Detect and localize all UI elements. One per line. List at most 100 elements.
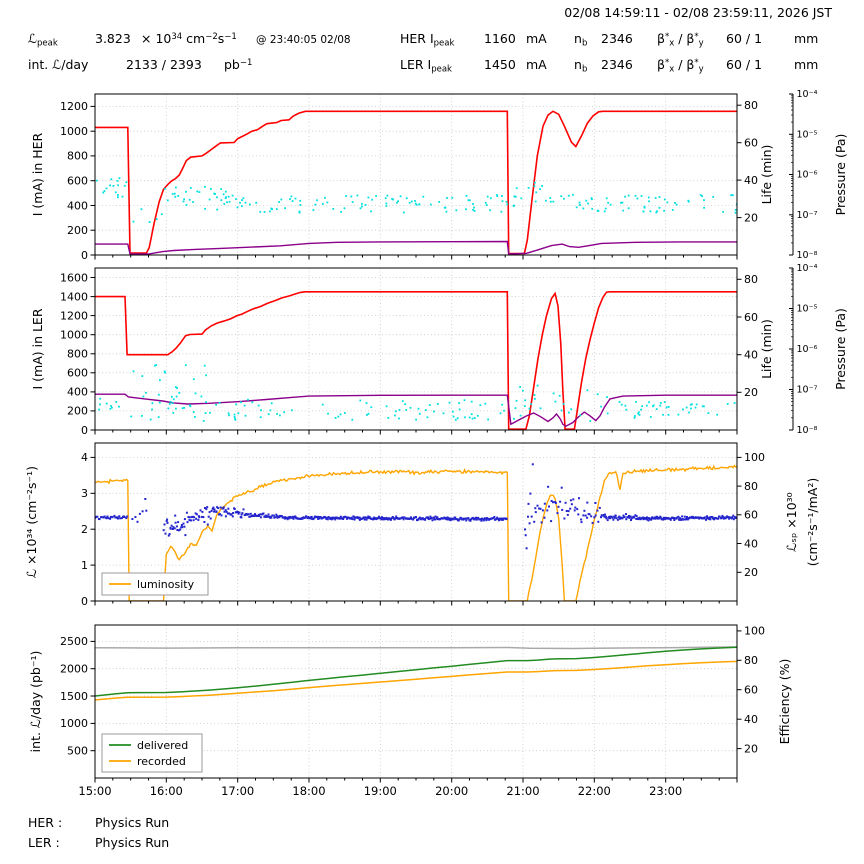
svg-text:1000: 1000	[60, 717, 88, 730]
svg-text:1000: 1000	[60, 125, 88, 138]
her-run-mode-value: Physics Run	[95, 815, 170, 830]
svg-text:15:00: 15:00	[78, 784, 111, 798]
her-peak-current-label: HER Ipeak	[400, 31, 455, 49]
panel-0-pressure-axis: 10⁻⁴ 10⁻⁵ 10⁻⁶ 10⁻⁷ 10⁻⁸	[789, 89, 818, 261]
panel-2-right-axis-title: ℒₛₚ ×10³⁰	[784, 492, 799, 551]
panel-0-grid	[95, 94, 737, 255]
panel-1-pressure-axis: 10⁻⁴ 10⁻⁵ 10⁻⁶ 10⁻⁷ 10⁻⁸	[789, 263, 818, 436]
panel-0-pressure-axis-title: Pressure (Pa)	[833, 134, 848, 216]
panel-0-tick-labels: 0 200 400 600 800 1000 1200 20 40 60 80	[60, 99, 758, 262]
svg-text:20: 20	[744, 386, 758, 399]
svg-text:40: 40	[744, 713, 758, 726]
x-axis-labels: 15:00 16:00 17:00 18:00 19:00 20:00 21:00 22:00…	[78, 784, 682, 798]
luminosity-series	[95, 464, 737, 601]
svg-text:80: 80	[744, 480, 758, 493]
svg-text:10⁻⁷: 10⁻⁷	[797, 385, 818, 396]
peak-luminosity-timestamp: @ 23:40:05 02/08	[256, 34, 351, 46]
svg-text:40: 40	[744, 174, 758, 187]
svg-text:0: 0	[81, 595, 88, 608]
svg-text:10⁻⁶: 10⁻⁶	[797, 344, 818, 355]
panel-0-ticks	[90, 104, 742, 260]
svg-text:600: 600	[67, 367, 88, 380]
svg-text:10⁻⁶: 10⁻⁶	[797, 170, 818, 181]
her-pressure-series	[95, 177, 737, 223]
svg-text:20:00: 20:00	[435, 784, 468, 798]
panel-3-right-axis-title: Efficiency (%)	[777, 659, 792, 745]
panel-3-left-axis-title: int. ℒ/day (pb⁻¹)	[28, 651, 43, 753]
svg-text:1200: 1200	[60, 309, 88, 322]
panel-2-ticks	[90, 456, 742, 606]
svg-text:16:00: 16:00	[150, 784, 183, 798]
svg-text:400: 400	[67, 199, 88, 212]
ler-current-series	[95, 290, 737, 430]
efficiency-series	[95, 646, 737, 650]
panel-1-ticks	[90, 277, 742, 435]
panel-3-legend: delivered recorded	[101, 733, 203, 773]
svg-text:80: 80	[744, 99, 758, 112]
panel-3-tick-labels: 500 1000 1500 2000 2500 20 40 60 80 100	[60, 625, 765, 758]
panel-1-grid	[95, 268, 737, 430]
svg-text:60: 60	[744, 509, 758, 522]
peak-luminosity-unit: × 1034 cm−2s−1	[141, 31, 237, 46]
svg-text:800: 800	[67, 150, 88, 163]
her-beta-unit: mm	[794, 31, 819, 46]
her-peak-current-unit: mA	[526, 31, 547, 46]
svg-text:10⁻⁸: 10⁻⁸	[797, 425, 818, 436]
her-beta-label: β*x / β*y	[657, 31, 704, 49]
svg-text:delivered: delivered	[137, 739, 188, 752]
svg-text:17:00: 17:00	[221, 784, 254, 798]
svg-text:0: 0	[81, 249, 88, 262]
svg-text:1500: 1500	[60, 690, 88, 703]
svg-text:600: 600	[67, 175, 88, 188]
svg-text:20: 20	[744, 566, 758, 579]
ler-run-mode-label: LER :	[28, 835, 60, 850]
svg-text:60: 60	[744, 684, 758, 697]
ler-beta-value: 60 / 1	[726, 57, 763, 72]
svg-text:2000: 2000	[60, 663, 88, 676]
svg-text:18:00: 18:00	[292, 784, 325, 798]
recorded-series	[95, 660, 737, 701]
svg-text:10⁻⁸: 10⁻⁸	[797, 250, 818, 261]
panel-1-left-axis-title: I (mA) in LER	[30, 308, 45, 389]
svg-text:1400: 1400	[60, 290, 88, 303]
svg-text:60: 60	[744, 311, 758, 324]
svg-text:200: 200	[67, 224, 88, 237]
svg-text:21:00: 21:00	[506, 784, 539, 798]
svg-text:40: 40	[744, 349, 758, 362]
svg-text:1: 1	[81, 559, 88, 572]
svg-text:19:00: 19:00	[364, 784, 397, 798]
peak-luminosity-value: 3.823	[95, 31, 131, 46]
panel-2-left-axis-title: ℒ ×10³⁴ (cm⁻²s⁻¹)	[24, 466, 39, 578]
svg-text:4: 4	[81, 451, 88, 464]
svg-text:23:00: 23:00	[649, 784, 682, 798]
panel-0-right-axis-title: Life (min)	[759, 145, 774, 205]
svg-text:luminosity: luminosity	[137, 578, 195, 591]
svg-text:10⁻⁷: 10⁻⁷	[797, 210, 818, 221]
svg-text:2: 2	[81, 523, 88, 536]
svg-text:10⁻⁴: 10⁻⁴	[797, 263, 818, 274]
panel-1-tick-labels: 0 200 400 600 800 1000 1200 1400 1600 20 40 60 80	[60, 271, 758, 437]
ler-beta-unit: mm	[794, 57, 819, 72]
delivered-series	[95, 646, 737, 697]
svg-text:20: 20	[744, 211, 758, 224]
svg-text:400: 400	[67, 386, 88, 399]
svg-text:80: 80	[744, 273, 758, 286]
integrated-luminosity-unit: pb−1	[224, 57, 253, 72]
svg-text:100: 100	[744, 625, 765, 638]
svg-text:1600: 1600	[60, 271, 88, 284]
integrated-luminosity-label: int. ℒ/day	[28, 57, 89, 72]
integrated-luminosity-value: 2133 / 2393	[126, 57, 202, 72]
ler-run-mode-value: Physics Run	[95, 835, 170, 850]
ler-peak-current-value: 1450	[484, 57, 516, 72]
ler-pressure-series	[98, 364, 736, 422]
svg-text:40: 40	[744, 537, 758, 550]
svg-text:100: 100	[744, 451, 765, 464]
her-current-series	[95, 110, 737, 255]
panel-2-legend: luminosity	[101, 572, 209, 596]
svg-text:10⁻⁴: 10⁻⁴	[797, 89, 818, 100]
her-bunch-number-value: 2346	[601, 31, 633, 46]
panel-2-right-axis-title-2: (cm⁻²s⁻¹/mA²)	[805, 478, 820, 566]
svg-text:3: 3	[81, 487, 88, 500]
ler-bunch-number-label: nb	[574, 57, 588, 75]
